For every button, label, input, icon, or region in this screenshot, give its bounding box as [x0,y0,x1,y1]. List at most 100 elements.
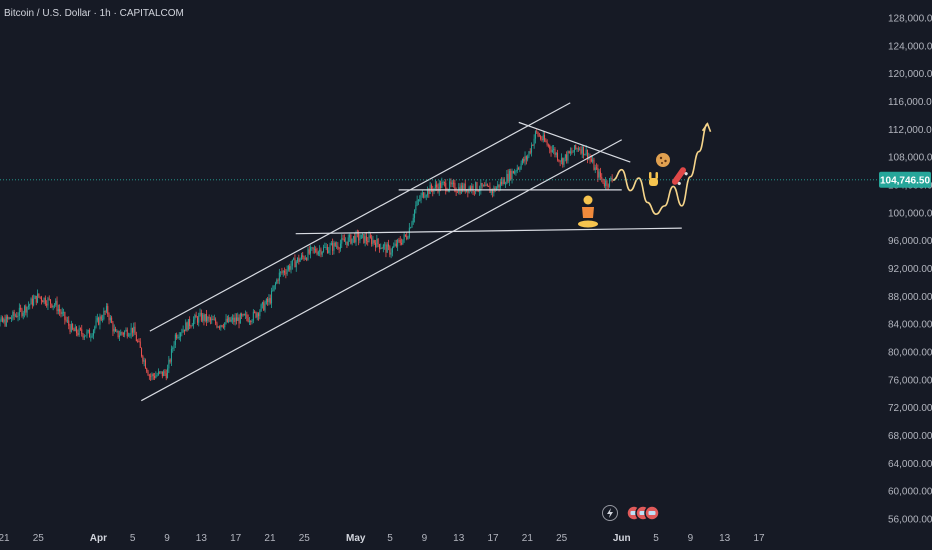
candle-body [22,312,24,316]
candle-body [481,183,483,187]
x-tick-label: 5 [387,533,393,544]
candle-body [381,248,383,249]
candle-body [254,311,256,313]
x-tick-label: Jun [613,533,631,544]
candle-body [329,245,331,251]
y-tick-label: 64,000.00 [888,459,932,470]
trendline-descending-resistance[interactable] [518,121,631,163]
candle-body [559,160,561,162]
candle-body [475,182,477,192]
projection-path[interactable] [612,122,709,216]
candle-body [282,270,284,273]
x-tick-label: Apr [90,533,107,544]
icons-layer [578,153,688,521]
candle-body [79,328,81,330]
candle-body [484,185,486,187]
candle-body [198,315,200,323]
candle-body [44,297,46,304]
candle-body [228,317,230,322]
candle-body [134,326,136,335]
candle-body [605,180,607,186]
candle-body [430,185,432,190]
candle-body [43,297,45,303]
candle-body [143,360,145,362]
candle-body [424,196,426,198]
candle-body [191,325,193,327]
candle-body [372,240,374,245]
candle-body [212,318,214,321]
candle-body [40,297,42,301]
x-tick-label: 25 [33,533,45,544]
candle-body [81,329,83,334]
price-axis[interactable]: 56,000.00 60,000.00 64,000.00 68,000.00 72,0… [888,14,932,526]
lightning-icon[interactable] [602,505,618,521]
candle-body [121,332,123,334]
candle-body [494,187,496,191]
candle-body [111,317,113,323]
candle-body [265,298,267,304]
candle-body [394,243,396,247]
candle-body [290,265,292,270]
candle-body [103,311,105,320]
candle-body [1,317,3,322]
candle-body [557,153,559,160]
candle-body [148,375,150,377]
candle-body [399,240,401,244]
candle-body [4,319,6,326]
candle-body [423,192,425,198]
candle-body [488,185,490,187]
candle-body [3,319,5,322]
candle-body [34,295,36,299]
time-axis[interactable]: 21 25 Apr 5 9 13 17 21 25 May 5 9 13 17 21 25 Jun 5 9 13 17 [0,533,765,544]
candle-body [432,189,434,192]
candle-body [222,326,224,328]
trendline-channel-upper[interactable] [149,102,571,332]
candle-body [498,184,500,188]
candle-body [20,307,22,310]
candle-body [260,304,262,312]
candle-body [241,313,243,316]
candle-body [469,187,471,191]
candle-body [47,298,49,306]
candle-body [130,327,132,335]
candle-body [74,326,76,332]
candle-body [485,184,487,187]
candle-body [601,176,603,179]
candle-body [449,181,451,190]
candle-body [355,232,357,243]
candle-body [90,336,92,338]
candle-body [541,138,543,141]
trendline-support-lower[interactable] [295,227,682,235]
x-tick-label: 17 [753,533,765,544]
candle-body [345,241,347,243]
candle-body [473,191,475,193]
candle-body [21,309,23,316]
candle-body [224,322,226,328]
candle-body [295,261,297,268]
candle-body [417,200,419,201]
candle-body [163,371,165,377]
candle-body [317,251,319,255]
candle-body [133,326,135,333]
candle-body [533,138,535,146]
x-tick-label: 17 [230,533,242,544]
candle-body [577,148,579,150]
candle-body [328,250,330,254]
candle-body [46,303,48,306]
candle-body [599,171,601,177]
y-tick-label: 72,000.00 [888,403,932,414]
avatar-group-icon[interactable] [626,505,660,521]
candle-body [406,235,408,239]
candle-body [490,189,492,193]
candle-body [9,317,11,319]
trendline-channel-lower[interactable] [140,139,623,402]
candle-body [50,299,52,304]
y-tick-label: 124,000.00 [888,41,932,52]
candle-body [416,200,418,205]
candle-body [107,306,109,315]
candle-body [440,182,442,189]
candle-body [277,279,279,281]
candle-body [82,333,84,338]
candle-body [571,151,573,153]
